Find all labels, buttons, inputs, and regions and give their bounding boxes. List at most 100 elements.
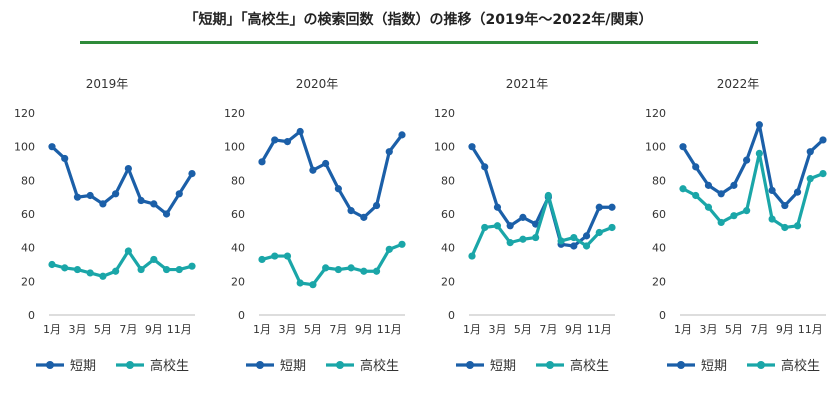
legend-marker [677, 361, 685, 369]
chart-title: 2022年 [717, 77, 760, 91]
legend: 短期 高校生 [667, 358, 820, 374]
y-tick-label: 80 [231, 174, 245, 187]
title-underline [80, 41, 758, 44]
x-tick-label: 7月 [329, 323, 347, 336]
data-point [819, 136, 827, 144]
data-point [283, 252, 292, 260]
data-point [493, 222, 502, 230]
data-point [519, 213, 527, 221]
data-point [608, 223, 616, 232]
data-point [481, 223, 489, 232]
data-point [768, 186, 776, 195]
y-tick-label: 100 [645, 141, 666, 154]
y-tick-label: 40 [652, 242, 666, 255]
data-point [692, 191, 700, 200]
series-line-2 [682, 151, 824, 230]
data-point [806, 175, 814, 183]
x-tick-label: 11月 [377, 323, 402, 336]
x-tick-label: 9月 [355, 323, 373, 336]
data-point [468, 252, 476, 260]
data-point [48, 260, 56, 269]
data-point [347, 264, 355, 272]
y-tick-label: 20 [231, 275, 245, 288]
chart-title: 2020年 [296, 77, 339, 91]
data-point [582, 242, 591, 250]
data-point [175, 190, 183, 198]
data-point [86, 191, 94, 200]
data-point [793, 188, 802, 196]
data-point [322, 264, 330, 272]
data-point [73, 193, 82, 201]
data-point [768, 215, 776, 223]
data-point [360, 213, 368, 221]
legend: 短期 高校生 [36, 358, 189, 374]
x-tick-label: 3月 [278, 323, 296, 336]
y-tick-label: 60 [231, 208, 245, 221]
y-tick-label: 20 [441, 275, 455, 288]
data-point [360, 267, 368, 275]
y-tick-label: 100 [434, 141, 455, 154]
data-point [704, 203, 713, 211]
legend-label: 高校生 [570, 358, 609, 374]
x-tick-label: 5月 [514, 323, 532, 336]
y-tick-label: 80 [441, 174, 455, 187]
x-tick-label: 3月 [699, 323, 717, 336]
y-tick-label: 60 [441, 208, 455, 221]
data-point [679, 143, 687, 151]
data-point [819, 170, 827, 178]
x-tick-label: 1月 [463, 323, 481, 336]
data-point [692, 163, 700, 171]
data-point [781, 223, 789, 232]
series-line-1 [260, 129, 404, 219]
legend-marker [546, 361, 554, 369]
y-tick-label: 100 [224, 141, 245, 154]
data-point [582, 232, 591, 240]
page-title: 「短期」「高校生」の検索回数（指数）の推移（2019年～2022年/関東） [184, 12, 653, 28]
y-tick-label: 40 [441, 242, 455, 255]
y-tick-label: 120 [14, 107, 35, 120]
data-point [781, 201, 789, 210]
data-point [717, 218, 725, 227]
x-tick-label: 3月 [488, 323, 506, 336]
x-tick-label: 9月 [565, 323, 583, 336]
y-tick-label: 120 [434, 107, 455, 120]
x-tick-label: 1月 [674, 323, 692, 336]
legend-marker [466, 361, 474, 369]
y-tick-label: 20 [21, 275, 35, 288]
y-tick-label: 20 [652, 275, 666, 288]
data-point [150, 200, 158, 208]
y-tick-label: 60 [21, 208, 35, 221]
data-point [137, 265, 145, 274]
data-point [372, 267, 381, 275]
data-point [730, 212, 738, 220]
x-tick-label: 5月 [94, 323, 112, 336]
data-point [334, 265, 342, 274]
data-point [793, 222, 802, 230]
data-point [385, 245, 393, 253]
data-point [544, 191, 552, 200]
x-tick-label: 1月 [43, 323, 61, 336]
y-tick-label: 0 [238, 309, 245, 322]
data-point [61, 264, 69, 272]
y-tick-label: 80 [652, 174, 666, 187]
legend-label: 高校生 [781, 358, 820, 374]
data-point [61, 154, 69, 163]
data-point [99, 272, 107, 280]
y-tick-label: 120 [645, 107, 666, 120]
y-tick-label: 0 [448, 309, 455, 322]
x-tick-label: 3月 [68, 323, 86, 336]
data-point [334, 185, 342, 193]
data-point [557, 237, 565, 245]
legend-label: 短期 [280, 359, 306, 374]
x-tick-label: 5月 [725, 323, 743, 336]
x-tick-label: 11月 [167, 323, 192, 336]
data-point [468, 143, 476, 151]
data-point [679, 185, 687, 193]
legend-marker [336, 361, 344, 369]
data-point [755, 121, 763, 129]
data-point [506, 222, 514, 230]
y-tick-label: 120 [224, 107, 245, 120]
data-point [73, 265, 82, 274]
